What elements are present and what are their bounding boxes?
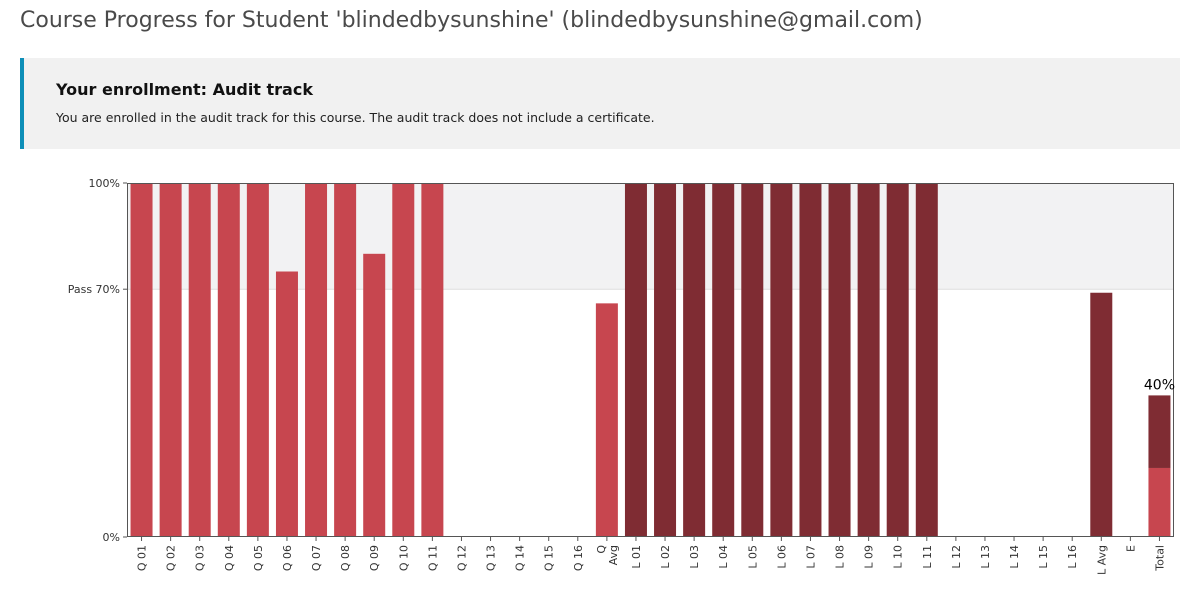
bar-q-09 (363, 253, 386, 538)
x-tick-label: Avg (607, 545, 620, 565)
x-tick-label: L 01 (630, 545, 643, 569)
bar-l-09 (857, 183, 880, 537)
x-tick-label: Q 15 (543, 545, 556, 571)
bar-l-03 (683, 183, 706, 537)
bar-l-02 (654, 183, 677, 537)
bar-l-11 (915, 183, 938, 537)
x-tick-label: L 12 (950, 545, 963, 569)
bar-l-avg (1090, 292, 1113, 537)
x-tick-label: Q 12 (455, 545, 468, 571)
x-tick-label: Q 03 (194, 545, 207, 571)
enrollment-description: You are enrolled in the audit track for … (56, 110, 655, 125)
x-tick-label: Q 09 (368, 545, 381, 571)
bar-q-07 (305, 183, 328, 537)
x-tick-label: Q 14 (514, 545, 527, 571)
x-tick-label: L 06 (775, 545, 788, 569)
pass-band (127, 183, 1174, 290)
x-tick-label: Q 11 (426, 545, 439, 571)
bar-l-08 (828, 183, 851, 537)
bar-l-07 (799, 183, 822, 537)
x-tick-label: L Avg (1095, 545, 1108, 575)
x-tick-label: L 16 (1066, 545, 1079, 569)
x-tick-label: Q 01 (136, 545, 149, 571)
x-tick-label: L 11 (921, 545, 934, 569)
y-tick-label: 100% (89, 177, 120, 190)
bar-l-05 (741, 183, 764, 537)
page-title: Course Progress for Student 'blindedbysu… (20, 8, 923, 33)
enrollment-message-box: Your enrollment: Audit track You are enr… (20, 58, 1180, 149)
bar-l-06 (770, 183, 793, 537)
bar-q-08 (334, 183, 357, 537)
x-tick-label: L 14 (1008, 545, 1021, 569)
bar-q-04 (217, 183, 240, 537)
bar-q-01 (130, 183, 153, 537)
x-tick-label: Q 07 (310, 545, 323, 571)
x-tick-label: Q 13 (485, 545, 498, 571)
x-tick-label: L 08 (834, 545, 847, 569)
x-tick-label: E (1124, 545, 1137, 552)
x-tick-label: L 13 (979, 545, 992, 569)
bar-q-03 (188, 183, 211, 537)
x-tick-label: L 07 (804, 545, 817, 569)
x-tick-label: Q 04 (223, 545, 236, 571)
y-tick-label: 0% (103, 531, 120, 544)
x-tick-label: Q 16 (572, 545, 585, 571)
bar-q-02 (159, 183, 182, 537)
x-tick-label: Q 05 (252, 545, 265, 571)
x-tick-label: Total (1153, 545, 1166, 572)
x-tick-label: Q 06 (281, 545, 294, 571)
bar-l-01 (624, 183, 647, 537)
bar-q-avg (595, 303, 618, 537)
bar-l-10 (886, 183, 909, 537)
plot-frame (127, 183, 1174, 537)
bar-q-06 (275, 271, 298, 537)
bar-total-lab (1148, 395, 1171, 468)
x-tick-label: L 02 (659, 545, 672, 569)
bar-q-05 (246, 183, 269, 537)
y-tick-label: Pass 70% (68, 283, 120, 296)
total-value-label: 40% (1144, 377, 1175, 393)
x-tick-label: Q (595, 545, 608, 554)
x-tick-label: Q 02 (165, 545, 178, 571)
x-tick-label: Q 08 (339, 545, 352, 571)
bar-q-10 (392, 183, 415, 537)
x-tick-label: L 09 (863, 545, 876, 569)
x-tick-label: L 15 (1037, 545, 1050, 569)
x-tick-label: Q 10 (397, 545, 410, 571)
x-tick-label: L 10 (892, 545, 905, 569)
x-tick-label: L 04 (717, 545, 730, 569)
bar-l-04 (712, 183, 735, 537)
bar-q-11 (421, 183, 444, 537)
enrollment-heading: Your enrollment: Audit track (56, 80, 313, 99)
x-tick-label: L 03 (688, 545, 701, 569)
x-tick-label: L 05 (746, 545, 759, 569)
bar-total-quiz (1148, 467, 1171, 537)
